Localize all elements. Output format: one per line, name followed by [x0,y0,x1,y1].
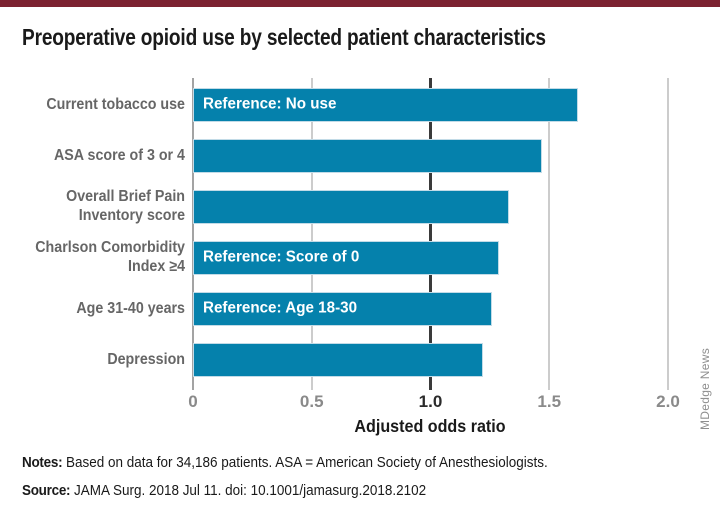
bar: Reference: No use [193,88,578,122]
x-tick-label: 2.0 [656,392,680,411]
x-tick-label: 1.0 [418,392,443,411]
category-label: Current tobacco use [46,95,186,113]
bar [193,139,543,173]
source-label: Source: [22,483,71,499]
x-axis-title: Adjusted odds ratio [354,416,506,436]
x-tick-label: 0.5 [299,392,324,411]
bar: Reference: Age 18-30 [193,292,493,326]
reference-gridline [429,78,432,390]
chart-title: Preoperative opioid use by selected pati… [22,24,546,50]
source-line: Source: JAMA Surg. 2018 Jul 11. doi: 10.… [22,483,426,499]
bar [193,343,483,377]
gridline [310,78,313,390]
notes-label: Notes: [22,455,63,471]
bar-reference-annotation: Reference: Score of 0 [203,248,360,266]
gridline [192,78,194,390]
gridline [667,78,669,390]
bar [193,190,509,224]
bar-reference-annotation: Reference: No use [203,95,337,113]
category-label: Overall Brief Pain Inventory score [66,188,185,224]
bar: Reference: Score of 0 [193,241,500,275]
notes-text: Based on data for 34,186 patients. ASA =… [62,455,548,471]
category-label: ASA score of 3 or 4 [53,146,185,164]
source-text: JAMA Surg. 2018 Jul 11. doi: 10.1001/jam… [70,483,427,499]
mdedge-news-watermark: MDedge News [698,348,712,430]
gridline [548,78,551,390]
x-tick-label: 0 [188,392,198,411]
x-tick-label: 1.5 [537,392,562,411]
bar-reference-annotation: Reference: Age 18-30 [203,299,358,317]
notes-line: Notes: Based on data for 34,186 patients… [22,455,548,471]
category-label: Charlson Comorbidity Index ≥4 [35,239,185,275]
top-accent-bar [0,0,720,7]
category-label: Depression [107,350,185,368]
category-label: Age 31-40 years [76,299,185,317]
